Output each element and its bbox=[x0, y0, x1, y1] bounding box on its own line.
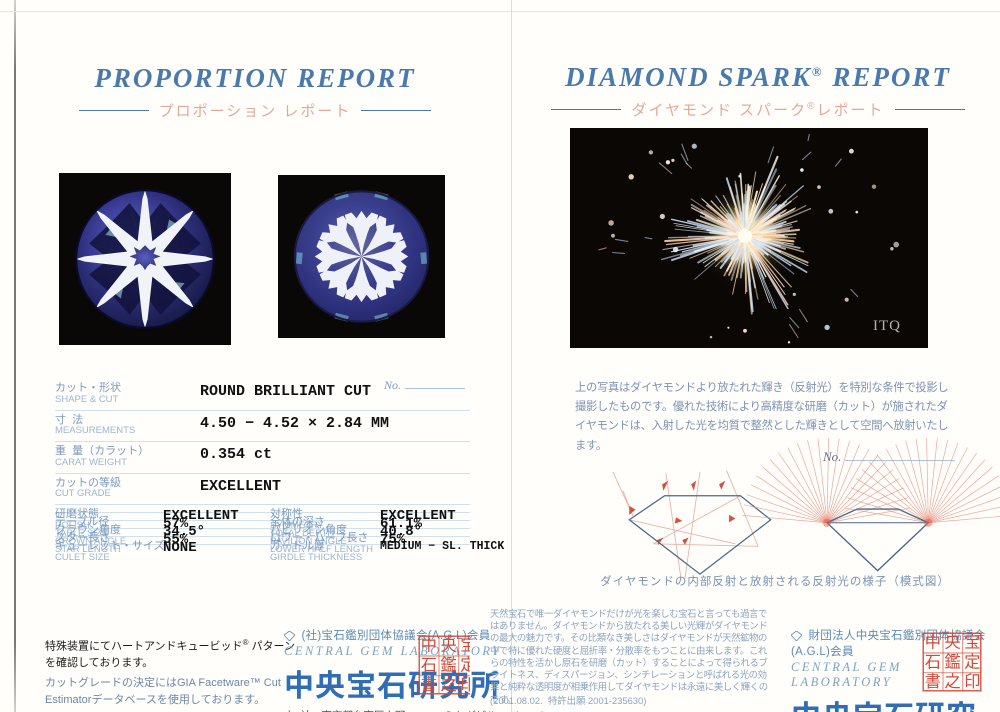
svg-text:印: 印 bbox=[460, 671, 470, 695]
svg-text:書: 書 bbox=[925, 668, 941, 692]
svg-text:印: 印 bbox=[964, 668, 980, 692]
svg-text:書: 書 bbox=[421, 671, 437, 695]
svg-text:之: 之 bbox=[441, 671, 457, 695]
svg-text:之: 之 bbox=[945, 668, 961, 692]
